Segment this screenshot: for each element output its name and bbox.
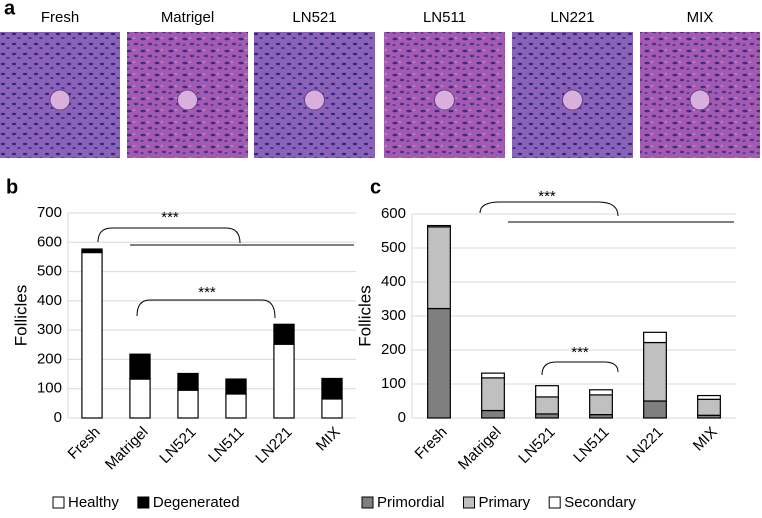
image-label: LN521 [292, 9, 336, 26]
x-tick-label: Fresh [412, 424, 451, 463]
x-tick-label: LN511 [570, 424, 612, 466]
x-tick-label: LN221 [252, 424, 295, 467]
bar-segment [535, 396, 559, 415]
bar-segment [643, 400, 667, 419]
x-tick-label: Fresh [65, 424, 104, 463]
y-tick-label: 0 [54, 409, 62, 426]
annotation: *** [198, 284, 216, 301]
x-tick-label: LN511 [205, 424, 247, 466]
chart: b Follicles 0 100 200 300 400 500 600 700 FreshMat… [6, 176, 356, 511]
follicle [689, 89, 711, 111]
follicle [49, 89, 71, 111]
bar-segment [481, 372, 505, 379]
image-row: Fresh Matrigel LN521 LN511 LN221 MIX [0, 9, 760, 158]
bar-segment [589, 394, 613, 416]
panel-label: a [4, 0, 16, 19]
bar-segment [643, 341, 667, 402]
x-tick-label: MIX [690, 424, 721, 455]
bar-segment [697, 394, 721, 400]
legend-label: Primary [479, 494, 531, 511]
bar-segment [273, 323, 295, 345]
bar-segment [427, 226, 451, 310]
legend-swatch [137, 496, 150, 509]
legend-swatch [52, 496, 65, 509]
image-label: LN511 [423, 9, 466, 26]
bar-segment [129, 378, 151, 419]
bar-segment [225, 393, 247, 419]
panel-label: b [6, 176, 18, 198]
bracket [541, 361, 619, 376]
bar-segment [697, 398, 721, 416]
bar-segment [535, 413, 559, 419]
bar-segment [177, 372, 199, 391]
bar-segment [481, 409, 505, 419]
chart: c Follicles 0 100 200 300 400 500 600 Fresh Matrig… [355, 176, 736, 511]
image-label: MIX [687, 9, 714, 26]
bar-segment [81, 251, 103, 419]
bar-segment [535, 385, 559, 398]
y-tick-label: 600 [37, 233, 62, 250]
y-tick-label: 400 [37, 292, 62, 309]
legend-label: Healthy [68, 494, 119, 511]
x-tick-label: Matrigel [102, 424, 152, 474]
bar-segment [177, 389, 199, 419]
y-tick-label: 300 [381, 307, 406, 324]
image-label: Matrigel [161, 9, 214, 26]
bar-segment [225, 378, 247, 395]
follicle [177, 89, 198, 111]
bracket [136, 299, 276, 319]
bracket [479, 201, 619, 217]
bar-segment [643, 331, 667, 344]
bar-segment [273, 343, 295, 419]
y-tick-label: 200 [381, 341, 406, 358]
legend-label: Secondary [564, 494, 636, 511]
bar-segment [321, 377, 343, 400]
bar-segment [129, 353, 151, 380]
annotation: *** [538, 188, 556, 205]
bar-segment [481, 377, 505, 412]
x-tick-label: MIX [313, 424, 344, 455]
x-tick-label: Matrigel [455, 424, 505, 474]
annotation: *** [161, 209, 179, 226]
legend-swatch [548, 496, 561, 509]
x-tick-label: LN521 [515, 424, 558, 467]
bar-segment [321, 398, 343, 419]
follicle [304, 89, 325, 111]
bracket [97, 227, 241, 244]
image-label: Fresh [41, 9, 79, 26]
y-tick-label: 600 [381, 205, 406, 222]
legend-swatch [361, 496, 374, 509]
y-axis-label: Follicles [11, 285, 30, 346]
y-axis-label: Follicles [355, 285, 374, 346]
x-tick-label: LN221 [623, 424, 666, 467]
y-tick-label: 0 [398, 409, 406, 426]
y-tick-label: 500 [37, 263, 62, 280]
x-tick-label: LN521 [156, 424, 199, 467]
annotation: *** [571, 344, 589, 361]
bar-segment [81, 248, 103, 254]
image-label: LN221 [550, 9, 594, 26]
y-tick-label: 100 [381, 375, 406, 392]
legend-label: Primordial [377, 494, 445, 511]
bar-segment [589, 389, 613, 396]
y-tick-label: 500 [381, 239, 406, 256]
bar-segment [427, 307, 451, 419]
legend-swatch [463, 496, 476, 509]
follicle [434, 89, 455, 111]
legend-label: Degenerated [153, 494, 240, 511]
y-tick-label: 100 [37, 380, 62, 397]
y-tick-label: 200 [37, 350, 62, 367]
follicle [562, 89, 583, 111]
y-tick-label: 300 [37, 321, 62, 338]
panel-label: c [370, 176, 381, 198]
y-tick-label: 700 [37, 204, 62, 221]
y-tick-label: 400 [381, 273, 406, 290]
bar-segment [427, 224, 451, 228]
